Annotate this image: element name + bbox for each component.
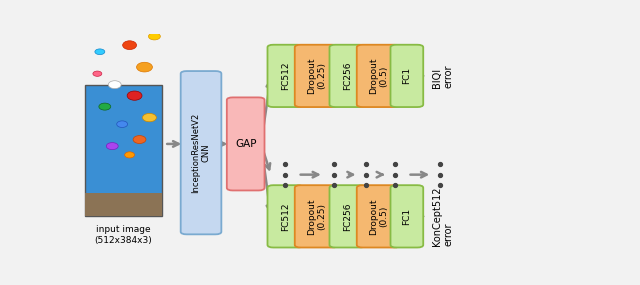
Text: FC256: FC256 [343,62,352,90]
FancyBboxPatch shape [85,85,162,216]
FancyBboxPatch shape [330,45,365,107]
FancyBboxPatch shape [295,45,338,107]
Ellipse shape [143,113,156,122]
Ellipse shape [123,41,136,50]
FancyBboxPatch shape [180,71,221,234]
Text: KonCept512
error: KonCept512 error [432,187,454,246]
FancyBboxPatch shape [268,185,303,247]
FancyBboxPatch shape [295,185,338,247]
Text: FC1: FC1 [403,208,412,225]
Ellipse shape [127,91,142,100]
FancyBboxPatch shape [330,185,365,247]
Text: Dropout
(0.25): Dropout (0.25) [307,58,326,94]
Text: FC512: FC512 [281,62,290,90]
FancyBboxPatch shape [390,45,423,107]
Ellipse shape [119,11,130,18]
Ellipse shape [99,103,111,110]
FancyBboxPatch shape [390,185,423,247]
Ellipse shape [95,49,105,55]
Ellipse shape [116,121,127,127]
Text: FC256: FC256 [343,202,352,231]
Text: input image
(512x384x3): input image (512x384x3) [95,225,152,245]
Ellipse shape [101,18,118,29]
Text: Dropout
(0.5): Dropout (0.5) [369,198,388,235]
Text: GAP: GAP [235,139,257,149]
FancyBboxPatch shape [268,45,303,107]
FancyBboxPatch shape [356,185,400,247]
Ellipse shape [125,152,134,158]
Text: BIQI
error: BIQI error [432,64,454,88]
Ellipse shape [148,33,161,40]
Ellipse shape [106,142,118,150]
FancyBboxPatch shape [85,193,162,216]
FancyBboxPatch shape [227,97,264,190]
Text: Dropout
(0.5): Dropout (0.5) [369,58,388,94]
FancyBboxPatch shape [356,45,400,107]
Ellipse shape [108,81,121,89]
Text: FC512: FC512 [281,202,290,231]
Ellipse shape [93,71,102,76]
Text: FC1: FC1 [403,67,412,84]
Text: Dropout
(0.25): Dropout (0.25) [307,198,326,235]
Ellipse shape [136,62,152,72]
Ellipse shape [133,136,146,143]
Text: InceptionResNetV2
CNN: InceptionResNetV2 CNN [191,113,211,193]
